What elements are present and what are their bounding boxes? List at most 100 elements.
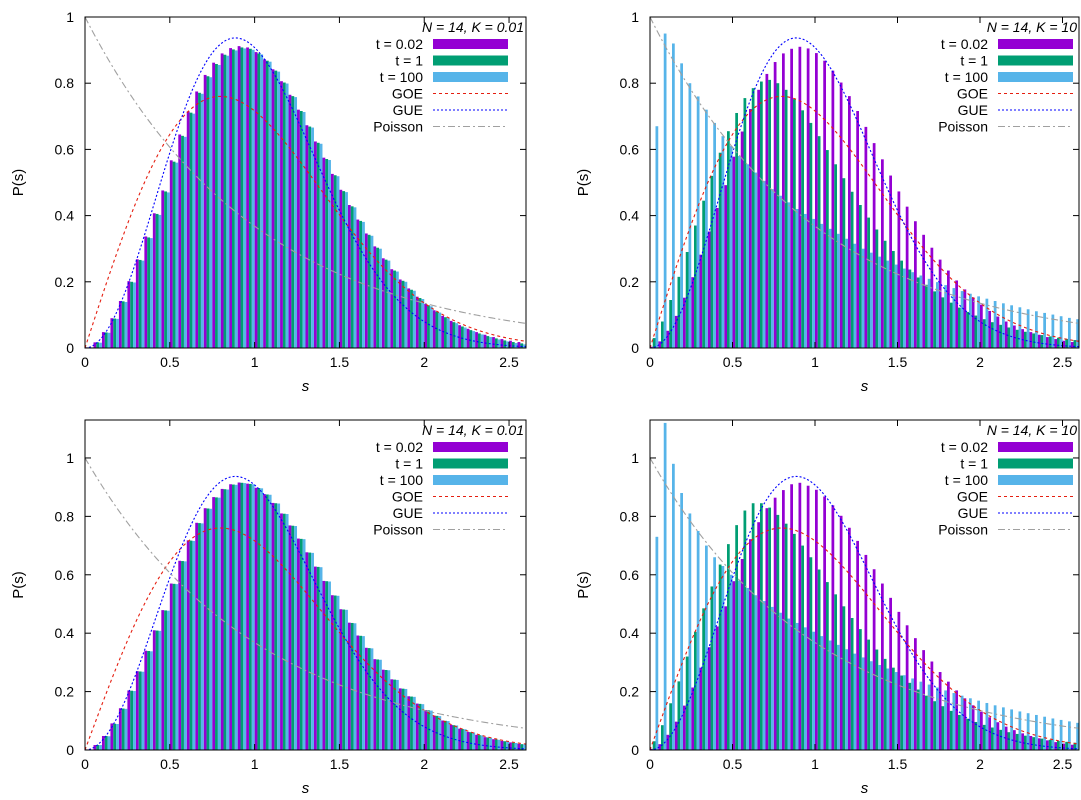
y-tick-label: 1 (66, 450, 74, 466)
bar-t002 (732, 581, 736, 750)
bar-t1 (817, 136, 821, 348)
bar-t100 (795, 622, 799, 750)
bar-t1 (384, 669, 388, 750)
bar-t002 (458, 325, 461, 348)
bar-t1 (1048, 739, 1052, 750)
bar-t1 (702, 200, 705, 348)
bar-t002 (691, 687, 694, 750)
bar-t100 (771, 189, 774, 348)
bar-t100 (183, 561, 187, 750)
bar-t100 (412, 696, 416, 750)
bar-t100 (729, 146, 733, 348)
bar-t002 (773, 497, 777, 750)
bar-t002 (347, 622, 351, 750)
y-tick-label: 0.6 (55, 567, 75, 583)
bar-t1 (652, 741, 656, 750)
bar-t100 (663, 422, 667, 750)
bar-t002 (815, 489, 818, 750)
bar-t002 (475, 734, 478, 750)
bar-t100 (754, 172, 758, 348)
bar-t100 (166, 192, 170, 348)
bar-t1 (875, 229, 879, 348)
bar-t1 (974, 721, 978, 750)
bar-t002 (297, 538, 300, 750)
bar-t100 (395, 679, 399, 750)
bar-t1 (933, 291, 936, 348)
bar-t100 (845, 649, 848, 750)
y-tick-label: 1 (631, 9, 639, 25)
bar-t100 (387, 670, 391, 750)
bar-t002 (432, 715, 436, 750)
bar-t002 (749, 539, 752, 750)
bar-t002 (922, 234, 925, 348)
bar-t1 (974, 315, 978, 348)
bar-t002 (517, 743, 521, 750)
bar-t002 (1070, 342, 1074, 348)
poisson-curve (85, 457, 526, 729)
bar-t002 (509, 340, 512, 348)
bar-t100 (779, 612, 782, 750)
x-tick-label: 2.5 (1053, 354, 1073, 370)
legend-label-t1: t = 1 (395, 456, 423, 472)
y-tick-label: 0.2 (55, 684, 75, 700)
bar-t002 (798, 482, 802, 750)
bar-t1 (1032, 737, 1035, 750)
bar-t1 (867, 639, 870, 750)
bar-t100 (688, 513, 692, 750)
bar-t002 (390, 269, 394, 348)
bar-t100 (472, 732, 476, 750)
gue-curve (85, 475, 526, 750)
bar-t100 (729, 574, 733, 750)
bar-t100 (319, 143, 323, 348)
bar-t002 (212, 497, 216, 750)
bar-t100 (506, 341, 510, 348)
bar-t100 (721, 136, 725, 348)
bar-t002 (980, 711, 983, 750)
axes-frame (649, 419, 1080, 751)
bar-t002 (101, 332, 105, 348)
x-tick-label: 2.5 (1053, 756, 1073, 772)
plot-area (85, 17, 526, 348)
bar-t1 (702, 608, 705, 750)
x-tick-label: 1.5 (330, 756, 350, 772)
bar-t100 (150, 651, 153, 750)
bar-t002 (93, 342, 97, 348)
bar-t002 (691, 277, 694, 348)
bar-t1 (189, 540, 193, 750)
legend-label-t1: t = 1 (960, 53, 988, 69)
bar-t100 (116, 318, 119, 348)
bar-t100 (894, 672, 898, 750)
bar-t100 (919, 275, 923, 348)
bar-t002 (1046, 740, 1049, 750)
bar-t002 (864, 126, 868, 348)
bar-t100 (960, 695, 964, 750)
bar-t1 (1040, 335, 1044, 348)
bar-t100 (353, 207, 357, 348)
bar-t1 (333, 175, 337, 348)
bar-t100 (141, 260, 145, 348)
bar-t1 (652, 338, 656, 348)
bar-t1 (661, 321, 664, 348)
y-axis-label: P(s) (10, 169, 27, 197)
bar-t002 (237, 482, 241, 750)
bar-t100 (200, 93, 204, 348)
legend-label-goe: GOE (957, 86, 988, 102)
bar-t002 (1029, 735, 1033, 750)
bar-t1 (941, 706, 945, 750)
bar-t1 (793, 99, 796, 348)
x-tick-label: 1 (251, 354, 259, 370)
bar-t100 (804, 213, 807, 348)
bar-t100 (820, 636, 824, 750)
x-tick-label: 1 (811, 354, 819, 370)
y-tick-label: 0.2 (55, 274, 75, 290)
bar-t100 (260, 488, 264, 750)
bar-t100 (969, 293, 972, 348)
bar-t002 (313, 141, 317, 348)
bar-t002 (839, 515, 843, 750)
bar-t1 (982, 319, 986, 348)
x-tick-label: 2 (976, 354, 984, 370)
bar-t100 (886, 668, 890, 750)
bar-t1 (826, 582, 829, 750)
bar-t100 (713, 557, 716, 750)
